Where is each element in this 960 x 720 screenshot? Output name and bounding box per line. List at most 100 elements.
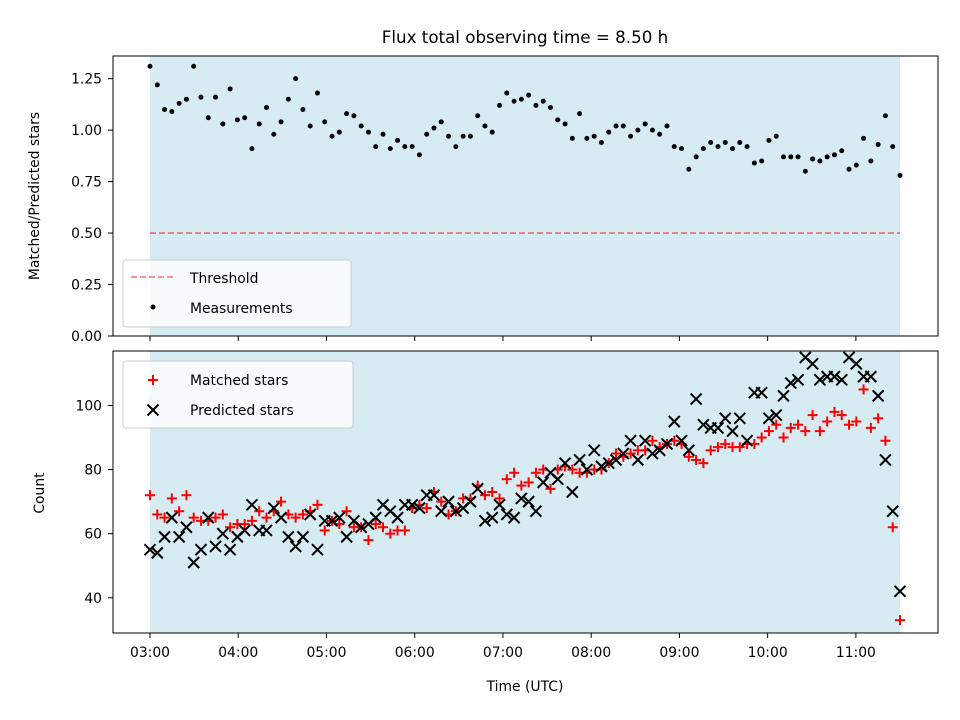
measurement-point — [795, 154, 801, 160]
matched-star-point — [188, 512, 199, 523]
matched-star-point — [844, 419, 855, 430]
x-stroke — [617, 447, 630, 460]
measurement-point — [351, 113, 357, 119]
x-stroke — [245, 498, 259, 512]
predicted-star-point — [587, 444, 601, 457]
predicted-star-point — [369, 511, 382, 524]
matched-star-point — [181, 490, 192, 501]
matched-star-point — [487, 487, 498, 497]
measurement-point — [293, 76, 299, 82]
x-stroke — [376, 498, 390, 512]
measurement-point — [242, 115, 248, 121]
x-stroke — [587, 444, 601, 457]
x-stroke — [267, 501, 280, 515]
x-stroke — [165, 511, 179, 524]
measurement-point — [183, 96, 189, 102]
x-stroke — [755, 386, 768, 399]
x-stroke — [697, 418, 710, 431]
x-stroke — [172, 530, 186, 544]
measurement-point — [300, 107, 306, 113]
measurement-point — [154, 82, 160, 88]
measurement-point — [264, 104, 270, 110]
measurement-point — [438, 119, 444, 125]
measurement-point — [664, 123, 670, 129]
ratio-y-ticks: 0.00 0.25 0.50 0.75 1.00 1.25 — [71, 72, 113, 345]
matched-star-point — [814, 426, 825, 437]
matched-star-point — [378, 522, 389, 533]
measurement-point — [810, 156, 816, 162]
measurement-point — [649, 127, 655, 133]
predicted-star-point — [311, 543, 324, 556]
x-stroke — [143, 543, 157, 556]
x-stroke — [529, 505, 543, 518]
predicted-star-point — [340, 530, 353, 544]
x-stroke — [486, 511, 499, 524]
predicted-star-point — [143, 543, 157, 556]
x-tick-label: 04:00 — [218, 645, 258, 661]
matched-star-point — [683, 451, 694, 462]
ratio-legend-box — [122, 259, 352, 328]
measurement-points — [147, 63, 903, 178]
x-stroke — [893, 585, 907, 598]
predicted-star-point — [660, 437, 674, 451]
matched-star-point — [290, 512, 301, 523]
x-stroke — [879, 453, 892, 467]
x-stroke — [682, 444, 696, 457]
measurement-point — [591, 133, 597, 139]
matched-star-point — [363, 535, 374, 546]
matched-star-point — [763, 426, 774, 437]
x-tick-label: 03:00 — [130, 645, 170, 661]
x-stroke — [442, 495, 455, 508]
measurement-point — [744, 144, 750, 150]
predicted-star-point — [536, 476, 550, 489]
measurement-point — [686, 166, 692, 172]
measurement-point — [213, 94, 219, 100]
x-axis-label: Time (UTC) — [486, 679, 564, 695]
measurement-point — [577, 111, 583, 117]
x-stroke — [733, 412, 747, 425]
matched-star-point — [625, 448, 636, 459]
predicted-star-point — [405, 498, 419, 512]
measurement-point — [562, 121, 568, 127]
measurement-point — [730, 146, 736, 152]
matched-star-point — [421, 503, 432, 514]
predicted-star-point — [238, 524, 251, 537]
predicted-star-point — [187, 556, 200, 569]
predicted-star-point — [595, 460, 608, 473]
matched-stars-points — [145, 384, 905, 626]
predicted-star-point — [500, 508, 514, 521]
x-stroke — [842, 351, 856, 364]
count-y-ticks: 40 60 80 100 — [75, 398, 113, 607]
ratio-panel: 0.00 0.25 0.50 0.75 1.00 1.25 Matched/Predict… — [27, 55, 939, 345]
predicted-star-point — [689, 392, 703, 406]
predicted-star-point — [740, 434, 754, 447]
measurement-point — [780, 154, 786, 160]
measurement-point — [751, 160, 757, 166]
x-stroke — [384, 505, 397, 518]
predicted-star-point — [486, 511, 499, 524]
x-stroke — [515, 492, 528, 505]
y-tick-label: 40 — [84, 591, 102, 607]
predicted-stars-points — [143, 351, 907, 598]
matched-star-point — [858, 384, 869, 395]
measurement-point — [446, 133, 452, 139]
matched-star-point — [807, 410, 818, 421]
predicted-star-point — [223, 543, 237, 556]
measurement-point — [373, 144, 379, 150]
matched-star-point — [494, 493, 505, 504]
predicted-star-point — [886, 505, 899, 518]
predicted-star-point — [515, 492, 528, 505]
predicted-star-point — [303, 508, 317, 521]
predicted-star-point — [850, 357, 863, 371]
matched-star-point — [545, 483, 556, 494]
predicted-star-point — [638, 434, 652, 447]
x-stroke — [209, 540, 222, 553]
measurement-point — [839, 148, 845, 154]
predicted-star-point — [697, 418, 710, 431]
matched-star-point — [793, 419, 804, 430]
predicted-star-point — [893, 585, 907, 598]
x-stroke — [507, 511, 521, 524]
x-stroke — [602, 456, 615, 470]
x-stroke — [799, 351, 812, 364]
measurement-point — [482, 123, 488, 129]
